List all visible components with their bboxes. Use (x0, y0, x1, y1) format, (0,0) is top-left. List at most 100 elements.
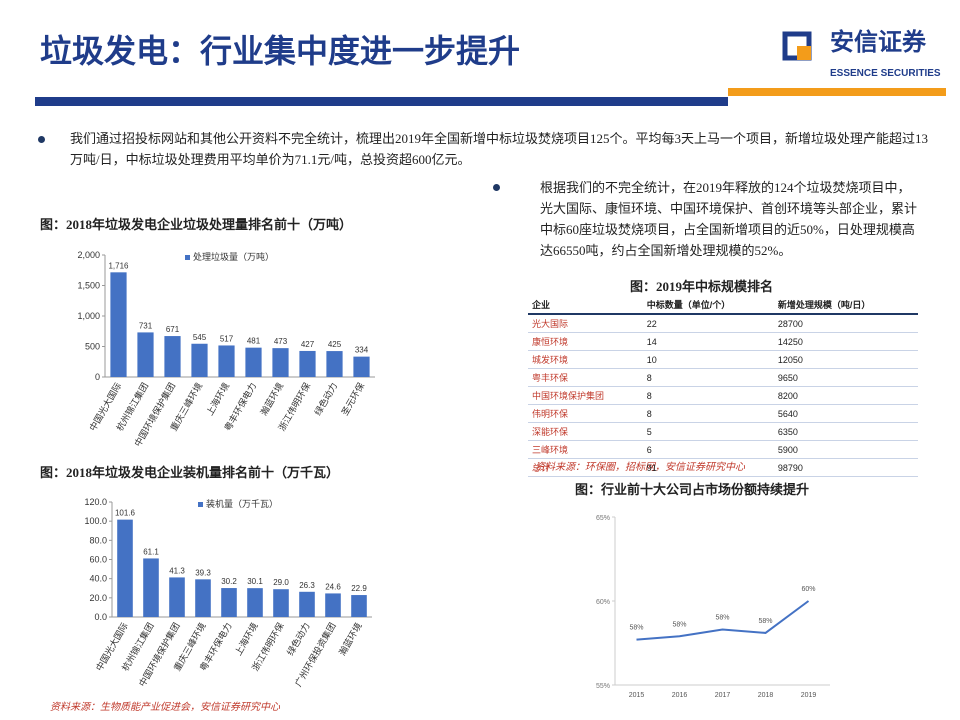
table-cell: 14 (642, 332, 774, 351)
line (636, 600, 810, 641)
value-label: 26.3 (299, 581, 315, 590)
x-tick-label: 2015 (629, 692, 645, 699)
table-cell: 22 (642, 314, 774, 333)
bullet-text: 根据我们的不完全统计，在2019年释放的124个垃圾焚烧项目中，光大国际、康恒环… (540, 180, 918, 258)
value-label: 58% (629, 625, 643, 632)
table-row: 城发环境 10 12050 (528, 350, 918, 369)
value-label: 101.6 (115, 509, 136, 518)
y-tick-label: 55% (596, 683, 610, 690)
value-label: 58% (672, 621, 686, 628)
logo-cn: 安信证券 (830, 28, 927, 56)
x-tick-label: 2017 (715, 692, 731, 699)
bar (351, 595, 367, 617)
x-tick-label: 瀚蓝环境 (336, 621, 364, 658)
value-label: 1,716 (108, 261, 129, 270)
value-label: 425 (328, 340, 342, 349)
table-cell: 10 (642, 350, 774, 369)
bar (137, 332, 154, 377)
y-tick-label: 80.0 (89, 535, 107, 545)
value-label: 22.9 (351, 584, 367, 593)
legend-swatch (185, 255, 190, 260)
table-header-cell: 中标数量（单位/个） (642, 296, 774, 315)
table-cell: 三峰环境 (528, 440, 643, 459)
value-label: 481 (247, 337, 261, 346)
table-cell: 6350 (773, 422, 918, 441)
value-label: 517 (220, 334, 234, 343)
bar (110, 272, 127, 377)
x-tick-label: 圣元环保 (339, 381, 367, 418)
table-cell: 5900 (773, 440, 918, 459)
value-label: 473 (274, 337, 288, 346)
y-tick-label: 500 (85, 342, 100, 352)
y-tick-label: 100.0 (84, 516, 107, 526)
table-row: 总计 91 98790 (528, 458, 918, 477)
table-cell: 91 (642, 458, 774, 477)
value-label: 427 (301, 340, 315, 349)
table-row: 伟明环保 8 5640 (528, 404, 918, 423)
chart-title: 图：2018年垃圾发电企业装机量排名前十（万千瓦） (40, 465, 339, 480)
table-cell: 伟明环保 (528, 404, 643, 423)
x-tick-label: 绿色动力 (284, 621, 312, 658)
value-label: 30.1 (247, 577, 263, 586)
x-tick-label: 2019 (801, 692, 817, 699)
source-note: 资料来源：生物质能产业促进会，安信证券研究中心 (50, 701, 281, 713)
table-cell: 5640 (773, 404, 918, 423)
y-tick-label: 65% (596, 515, 610, 522)
table-row: 中国环境保护集团 8 8200 (528, 386, 918, 405)
legend-label: 处理垃圾量（万吨） (193, 251, 274, 262)
bar (245, 347, 262, 377)
table-header-row: 企业 中标数量（单位/个） 新增处理规模（吨/日） (528, 296, 918, 315)
value-label: 731 (139, 321, 153, 330)
bar (299, 350, 316, 377)
bullet-dot (493, 184, 500, 191)
bar (191, 343, 208, 377)
bar (272, 348, 289, 377)
x-tick-label: 2016 (672, 692, 688, 699)
value-label: 39.3 (195, 568, 211, 577)
y-tick-label: 0 (95, 372, 100, 382)
bar (247, 588, 263, 617)
table-row: 粤丰环保 8 9650 (528, 368, 918, 387)
chart-title: 图：行业前十大公司占市场份额持续提升 (575, 482, 809, 497)
y-tick-label: 40.0 (89, 574, 107, 584)
value-label: 671 (166, 325, 180, 334)
bar (164, 336, 181, 377)
logo-icon (797, 46, 811, 60)
table-cell: 8 (642, 404, 774, 423)
bullet-text: 我们通过招投标网站和其他公开资料不完全统计，梳理出2019年全国新增中标垃圾焚烧… (70, 131, 929, 167)
table-cell: 6 (642, 440, 774, 459)
title-bar (35, 97, 728, 106)
value-label: 545 (193, 333, 207, 342)
bar (221, 588, 237, 617)
x-tick-label: 2018 (758, 692, 774, 699)
y-tick-label: 60% (596, 599, 610, 606)
table-cell: 9650 (773, 368, 918, 387)
bar (195, 579, 211, 617)
bar (218, 345, 235, 377)
table-row: 康恒环境 14 14250 (528, 332, 918, 351)
bullet-dot (38, 136, 45, 143)
y-tick-label: 0.0 (94, 612, 107, 622)
x-tick-label: 绿色动力 (312, 381, 340, 418)
x-tick-label: 上海环境 (232, 621, 260, 658)
table-title: 图：2019年中标规模排名 (630, 279, 773, 294)
table-cell: 深能环保 (528, 422, 643, 441)
bar (117, 519, 133, 617)
value-label: 24.6 (325, 582, 341, 591)
legend-label: 装机量（万千瓦） (206, 498, 278, 509)
bar (326, 351, 343, 377)
table-row: 三峰环境 6 5900 (528, 440, 918, 459)
y-tick-label: 120.0 (84, 497, 107, 507)
bar (273, 589, 289, 617)
table-cell: 8 (642, 386, 774, 405)
chart-title: 图：2018年垃圾发电企业垃圾处理量排名前十（万吨） (40, 217, 352, 232)
table-cell: 8200 (773, 386, 918, 405)
y-tick-label: 1,000 (77, 311, 100, 321)
value-label: 30.2 (221, 577, 237, 586)
y-tick-label: 2,000 (77, 250, 100, 260)
bar (325, 593, 341, 617)
value-label: 61.1 (143, 547, 159, 556)
value-label: 41.3 (169, 566, 185, 575)
